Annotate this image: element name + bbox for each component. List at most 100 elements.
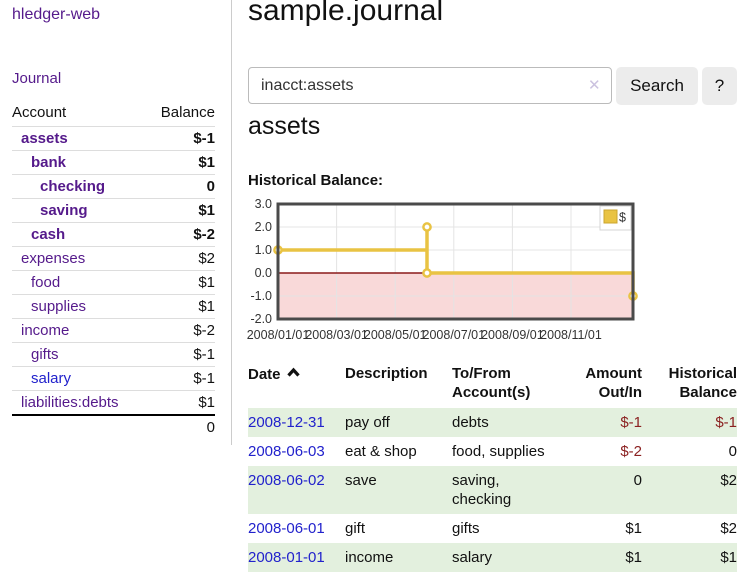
account-row-salary: salary $-1	[12, 366, 215, 391]
account-balance: $-2	[146, 222, 215, 247]
account-link-liabilities-debts[interactable]: liabilities:debts	[21, 394, 119, 411]
account-balance: $1	[146, 198, 215, 223]
column-header-accounts: To/From Account(s)	[452, 365, 531, 401]
register-row: 2008-06-01 gift gifts $1 $2	[248, 514, 737, 543]
column-header-description: Description	[345, 365, 428, 382]
account-link-gifts[interactable]: gifts	[31, 346, 59, 363]
svg-text:2008/11/01: 2008/11/01	[540, 328, 602, 342]
account-balance: $1	[146, 294, 215, 319]
transaction-accounts: salary	[452, 549, 493, 566]
transaction-amount: 0	[633, 472, 642, 489]
account-row-assets: assets $-1	[12, 126, 215, 151]
transaction-description: pay off	[345, 414, 390, 431]
balance-column-header: Balance	[160, 104, 215, 121]
account-row-saving: saving $1	[12, 198, 215, 223]
register-row: 2008-12-31 pay off debts $-1 $-1	[248, 408, 737, 437]
transaction-date-link[interactable]: 2008-01-01	[248, 549, 325, 566]
account-link-saving[interactable]: saving	[40, 202, 88, 219]
svg-text:-1.0: -1.0	[250, 289, 272, 303]
account-row-income: income $-2	[12, 318, 215, 343]
sidebar-item-journal[interactable]: Journal	[12, 70, 62, 87]
account-link-bank[interactable]: bank	[31, 154, 67, 171]
accounts-total-row: 0	[12, 414, 215, 439]
account-balance: $2	[146, 246, 215, 271]
page-title: sample.journal	[248, 0, 444, 27]
register-table: Date Description To/From Account(s) Amou…	[248, 360, 737, 572]
account-link-checking[interactable]: checking	[40, 178, 106, 195]
account-page-title: assets	[248, 112, 321, 140]
app-title-link[interactable]: hledger-web	[12, 6, 101, 23]
register-row: 2008-06-03 eat & shop food, supplies $-2…	[248, 437, 737, 466]
historical-balance-chart: $ 3.0 2.0 1.0 0.0 -1.0 -2.0 2008/01/01 2…	[247, 198, 638, 342]
legend-label: $	[619, 211, 626, 225]
transaction-balance: 0	[728, 443, 737, 460]
register-header-row: Date Description To/From Account(s) Amou…	[248, 360, 737, 408]
transaction-amount: $1	[625, 549, 642, 566]
clear-search-icon[interactable]: ✕	[588, 77, 601, 94]
transaction-balance: $2	[720, 520, 737, 537]
search-button[interactable]: Search	[616, 67, 698, 105]
svg-text:2008/09/01: 2008/09/01	[481, 328, 544, 342]
register-panel: Date Description To/From Account(s) Amou…	[248, 360, 737, 572]
transaction-date-link[interactable]: 2008-06-03	[248, 443, 325, 460]
svg-text:2008/01/01: 2008/01/01	[247, 328, 310, 342]
accounts-panel: Account Balance assets $-1 bank $1 check…	[12, 100, 215, 439]
account-balance: $1	[146, 390, 215, 415]
chart-data-markers	[273, 222, 638, 301]
transaction-amount: $-2	[620, 443, 642, 460]
transaction-description: income	[345, 549, 394, 566]
account-link-income[interactable]: income	[21, 322, 70, 339]
transaction-date-link[interactable]: 2008-06-02	[248, 472, 325, 489]
account-row-checking: checking 0	[12, 174, 215, 199]
transaction-accounts: food, supplies	[452, 443, 545, 460]
account-row-gifts: gifts $-1	[12, 342, 215, 367]
chart-y-axis: 3.0 2.0 1.0 0.0 -1.0 -2.0	[250, 198, 272, 326]
transaction-amount: $1	[625, 520, 642, 537]
column-header-date[interactable]: Date	[248, 360, 345, 408]
account-link-cash[interactable]: cash	[31, 226, 66, 243]
column-header-amount: Amount Out/In	[585, 365, 642, 401]
transaction-accounts: gifts	[452, 520, 480, 537]
account-balance: $-2	[146, 318, 215, 343]
transaction-date-link[interactable]: 2008-12-31	[248, 414, 325, 431]
account-row-supplies: supplies $1	[12, 294, 215, 319]
search-input[interactable]	[248, 67, 612, 104]
account-row-bank: bank $1	[12, 150, 215, 175]
account-link-expenses[interactable]: expenses	[21, 250, 86, 267]
account-balance: $-1	[146, 366, 215, 391]
accounts-header-row: Account Balance	[12, 100, 215, 127]
svg-text:2.0: 2.0	[255, 220, 272, 234]
accounts-total-value: 0	[146, 414, 215, 439]
transaction-description: eat & shop	[345, 443, 417, 460]
svg-text:-2.0: -2.0	[250, 312, 272, 326]
transaction-balance: $1	[720, 549, 737, 566]
transaction-description: save	[345, 472, 377, 489]
account-balance: $1	[146, 150, 215, 175]
account-balance: $-1	[146, 342, 215, 367]
account-link-supplies[interactable]: supplies	[31, 298, 87, 315]
account-link-salary[interactable]: salary	[31, 370, 72, 387]
chart-title: Historical Balance:	[248, 172, 384, 189]
help-button[interactable]: ?	[702, 67, 737, 105]
legend-swatch-icon	[603, 209, 618, 224]
svg-text:2008/05/01: 2008/05/01	[364, 328, 427, 342]
transaction-accounts: saving, checking	[452, 472, 512, 508]
account-column-header: Account	[12, 104, 67, 121]
account-link-assets[interactable]: assets	[21, 130, 68, 147]
transaction-amount: $-1	[620, 414, 642, 431]
account-balance: $-1	[146, 126, 215, 151]
accounts-table: Account Balance assets $-1 bank $1 check…	[12, 100, 215, 439]
account-balance: $1	[146, 270, 215, 295]
register-row: 2008-01-01 income salary $1 $1	[248, 543, 737, 572]
account-link-food[interactable]: food	[31, 274, 61, 291]
transaction-balance: $2	[720, 472, 737, 489]
account-row-cash: cash $-2	[12, 222, 215, 247]
svg-text:1.0: 1.0	[255, 243, 272, 257]
chart-gridlines	[278, 204, 633, 319]
svg-text:0.0: 0.0	[255, 266, 272, 280]
sort-ascending-icon	[286, 364, 301, 383]
main-content: sample.journal ✕ Search ? assets Histori…	[247, 0, 742, 582]
transaction-date-link[interactable]: 2008-06-01	[248, 520, 325, 537]
svg-text:3.0: 3.0	[255, 198, 272, 211]
chart-legend: $	[599, 205, 632, 231]
